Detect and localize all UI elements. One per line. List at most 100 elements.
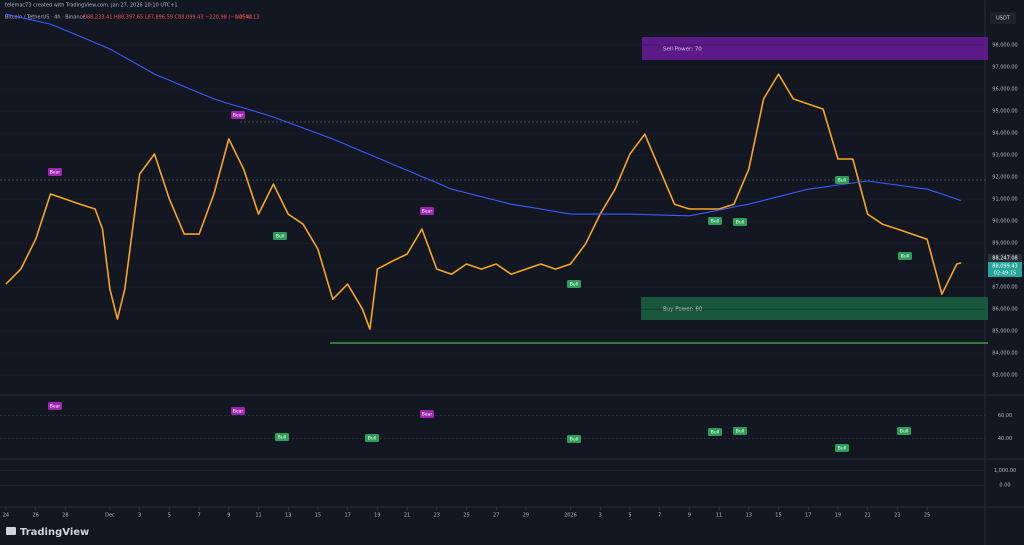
x-tick-label: 9 [227,513,230,519]
x-tick-label: 17 [805,513,811,519]
x-tick-label: 13 [285,513,291,519]
signal-label: Bear [422,412,433,418]
ohlc: O88,233.41 H88,397.65 L87,896.59 C88,099… [83,15,252,21]
y-tick-label: 83,000.00 [992,373,1017,379]
signal-label: Bull [570,282,578,288]
signal-label: Bull [736,429,744,435]
last-price-badge [988,254,1022,262]
x-tick-label: 3 [599,513,602,519]
countdown: 02:49:15 [994,271,1016,277]
signal-badge [897,427,911,435]
y-tick-label: 94,000.00 [992,131,1017,137]
x-tick-label: 28 [62,513,68,519]
y-tick-label: 95,000.00 [992,109,1017,115]
y-tick-label: 86,000.00 [992,307,1017,313]
y-tick-label: 92,000.00 [992,175,1017,181]
signal-label: Bear [50,404,61,410]
symbol: Bitcoin / TetherUS · 4h · Binance [5,15,85,21]
x-tick-label: Dec [105,513,115,519]
x-tick-label: 25 [463,513,469,519]
signal-badge [733,218,747,226]
currency[interactable]: USDT [996,16,1011,22]
x-tick-label: 5 [628,513,631,519]
x-tick-label: 7 [658,513,661,519]
signal-badge [898,252,912,260]
signal-label: Bear [50,170,61,176]
signal-badge [231,111,245,119]
signal-badge [708,217,722,225]
buy-zone-label: Buy Power: 60 [663,307,703,313]
y-tick-label: 91,000.00 [992,197,1017,203]
y-tick-label: 97,000.00 [992,65,1017,71]
close-price-badge [988,262,1022,277]
rsi-tick-label: 60.00 [998,413,1012,419]
signal-badge [835,176,849,184]
signal-label: Bull [736,220,744,226]
y-tick-label: 85,000.00 [992,329,1017,335]
signal-label: Bull [711,430,719,436]
x-tick-label: 24 [3,513,9,519]
buy-zone [641,297,988,320]
x-tick-label: 15 [775,513,781,519]
signal-badge [733,427,747,435]
signal-badge [273,232,287,240]
x-tick-label: 13 [746,513,752,519]
signal-badge [48,168,62,176]
x-tick-label: 9 [688,513,691,519]
signal-label: Bear [233,409,244,415]
logo: TradingView [20,527,89,538]
signal-badge [420,410,434,418]
x-tick-label: 7 [197,513,200,519]
x-tick-label: 21 [404,513,410,519]
signal-label: Bull [368,436,376,442]
signal-badge [48,402,62,410]
x-tick-label: 19 [835,513,841,519]
series-line [5,13,962,217]
sell-zone [642,37,988,60]
logo-icon [6,527,16,535]
last-price: 88,247.08 [992,256,1017,262]
y-tick-label: 96,000.00 [992,87,1017,93]
x-tick-label: 27 [493,513,499,519]
signal-badge [231,407,245,415]
y-tick-label: 93,000.00 [992,153,1017,159]
signal-label: Bull [278,435,286,441]
x-tick-label: 15 [315,513,321,519]
signal-badge [567,280,581,288]
y-tick-label: 84,000.00 [992,351,1017,357]
volume: Vol 40.13 [236,15,259,21]
signal-badge [420,207,434,215]
y-tick-label: 98,000.00 [992,43,1017,49]
macd-tick-label: 0.00 [999,483,1010,489]
x-tick-label: 23 [434,513,440,519]
signal-badge [708,428,722,436]
macd-tick-label: 1,000.00 [994,468,1016,474]
series-line [5,73,962,330]
y-tick-label: 87,000.00 [992,285,1017,291]
y-tick-label: 90,000.00 [992,219,1017,225]
author-line: telemac73 created with TradingView.com, … [5,3,178,9]
x-tick-label: 17 [344,513,350,519]
signal-label: Bull [901,254,909,260]
signal-label: Bull [900,429,908,435]
x-tick-label: 5 [168,513,171,519]
signal-label: Bull [838,178,846,184]
signal-label: Bull [276,234,284,240]
signal-badge [567,435,581,443]
x-tick-label: 23 [894,513,900,519]
signal-badge [275,433,289,441]
signal-label: Bull [711,219,719,225]
x-tick-label: 2026 [564,513,577,519]
x-tick-label: 11 [255,513,261,519]
signal-label: Bull [570,437,578,443]
x-tick-label: 25 [924,513,930,519]
y-tick-label: 89,000.00 [992,241,1017,247]
close-price: 88,099.43 [992,264,1017,270]
signal-label: Bear [422,209,433,215]
x-tick-label: 11 [716,513,722,519]
currency-badge[interactable] [990,12,1016,24]
x-tick-label: 19 [374,513,380,519]
rsi-tick-label: 40.00 [998,436,1012,442]
